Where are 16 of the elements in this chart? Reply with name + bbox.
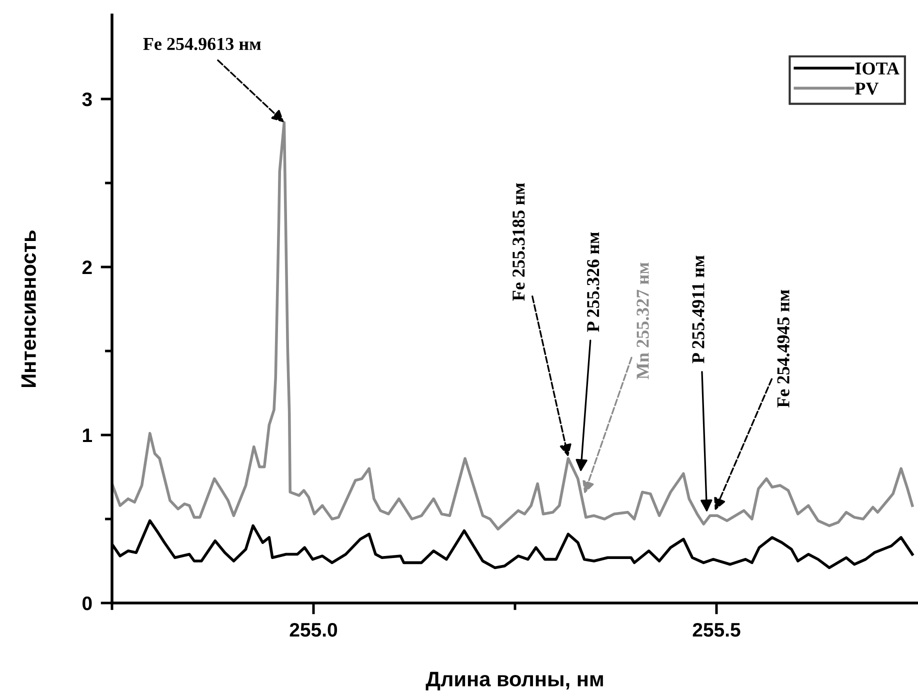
x-tick-label: 255.0 (290, 622, 338, 637)
annotation: P 255.326 нм (587, 232, 600, 332)
x-tick-label: 255.5 (692, 622, 740, 637)
x-axis-title: Длина волны, нм (426, 672, 603, 690)
y-tick-label: 2 (82, 260, 92, 274)
annotation: Fe 254.9613 нм (143, 38, 261, 50)
annotation: P 255.4911 нм (692, 256, 704, 364)
y-tick-label: 0 (82, 596, 92, 610)
y-tick-label: 1 (82, 428, 92, 442)
y-tick-label: 3 (82, 92, 92, 106)
annotation: Fe 255.3185 нм (512, 183, 525, 301)
annotation: Mn 255.327 нм (636, 262, 649, 380)
annotation: Fe 254.4945 нм (777, 290, 790, 408)
legend-label: PV (855, 82, 879, 95)
y-axis-title: Интенсивность (21, 230, 36, 387)
legend-label: IOTA (855, 62, 900, 75)
